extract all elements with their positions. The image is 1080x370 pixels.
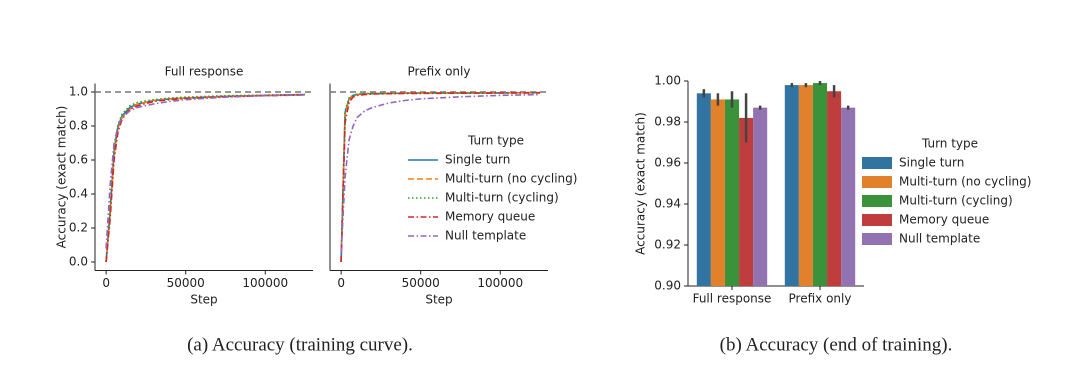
x-tick-label: 50000 (167, 276, 205, 290)
bar (812, 83, 828, 286)
bar (827, 91, 842, 286)
legend-label: Memory queue (899, 213, 989, 227)
y-tick-label: 0.4 (69, 187, 88, 201)
series-line (105, 94, 306, 263)
legend-label: Null template (899, 232, 980, 246)
series-line (340, 91, 541, 263)
legend-label: Memory queue (445, 210, 535, 224)
series-line (105, 94, 306, 249)
legend-swatch (862, 233, 892, 245)
x-axis-label: Step (190, 293, 217, 307)
y-tick-label: 0.0 (69, 255, 88, 269)
series-line (105, 93, 306, 263)
caption: (a) Accuracy (training curve). (187, 334, 413, 355)
y-tick-label: 0.96 (654, 156, 681, 170)
y-tick-label: 1.0 (69, 85, 88, 99)
bar (724, 99, 740, 286)
x-tick-label: 0 (337, 276, 345, 290)
y-tick-label: 0.92 (654, 238, 681, 252)
chart-title: Full response (165, 65, 244, 79)
bar (784, 85, 799, 286)
legend-title: Turn type (467, 134, 524, 148)
y-tick-label: 1.00 (654, 74, 681, 88)
x-tick-label: 50000 (402, 276, 440, 290)
bar (798, 85, 813, 286)
series-line (105, 93, 306, 263)
legend-label: Single turn (899, 156, 964, 170)
x-axis-label: Step (425, 293, 452, 307)
bar (753, 107, 768, 287)
y-axis-label: Accuracy (exact match) (55, 106, 69, 249)
y-axis-label: Accuracy (exact match) (634, 112, 648, 255)
bar (841, 107, 856, 287)
caption: (b) Accuracy (end of training). (720, 334, 953, 355)
legend-swatch (862, 214, 892, 226)
legend-swatch (862, 157, 892, 169)
legend-label: Null template (445, 229, 526, 243)
y-tick-label: 0.2 (69, 221, 88, 235)
x-tick-label: Prefix only (789, 292, 852, 306)
y-tick-label: 0.98 (654, 115, 681, 129)
series-line (340, 91, 541, 263)
chart-title: Prefix only (408, 65, 471, 79)
bar (739, 117, 754, 287)
y-tick-label: 0.90 (654, 279, 681, 293)
legend-label: Multi-turn (cycling) (445, 191, 559, 205)
y-tick-label: 0.8 (69, 119, 88, 133)
y-tick-label: 0.94 (654, 197, 681, 211)
series-line (105, 93, 306, 263)
y-tick-label: 0.6 (69, 153, 88, 167)
bar (696, 93, 711, 286)
x-tick-label: 0 (102, 276, 110, 290)
bar (710, 99, 725, 286)
legend-title: Turn type (921, 137, 978, 151)
x-tick-label: 100000 (242, 276, 288, 290)
legend-swatch (862, 176, 892, 188)
series-line (340, 93, 541, 254)
legend-label: Multi-turn (cycling) (899, 194, 1013, 208)
legend-label: Multi-turn (no cycling) (445, 172, 577, 186)
legend-label: Multi-turn (no cycling) (899, 175, 1031, 189)
x-tick-label: 100000 (477, 276, 523, 290)
legend-label: Single turn (445, 153, 510, 167)
x-tick-label: Full response (693, 292, 772, 306)
legend-swatch (862, 195, 892, 207)
